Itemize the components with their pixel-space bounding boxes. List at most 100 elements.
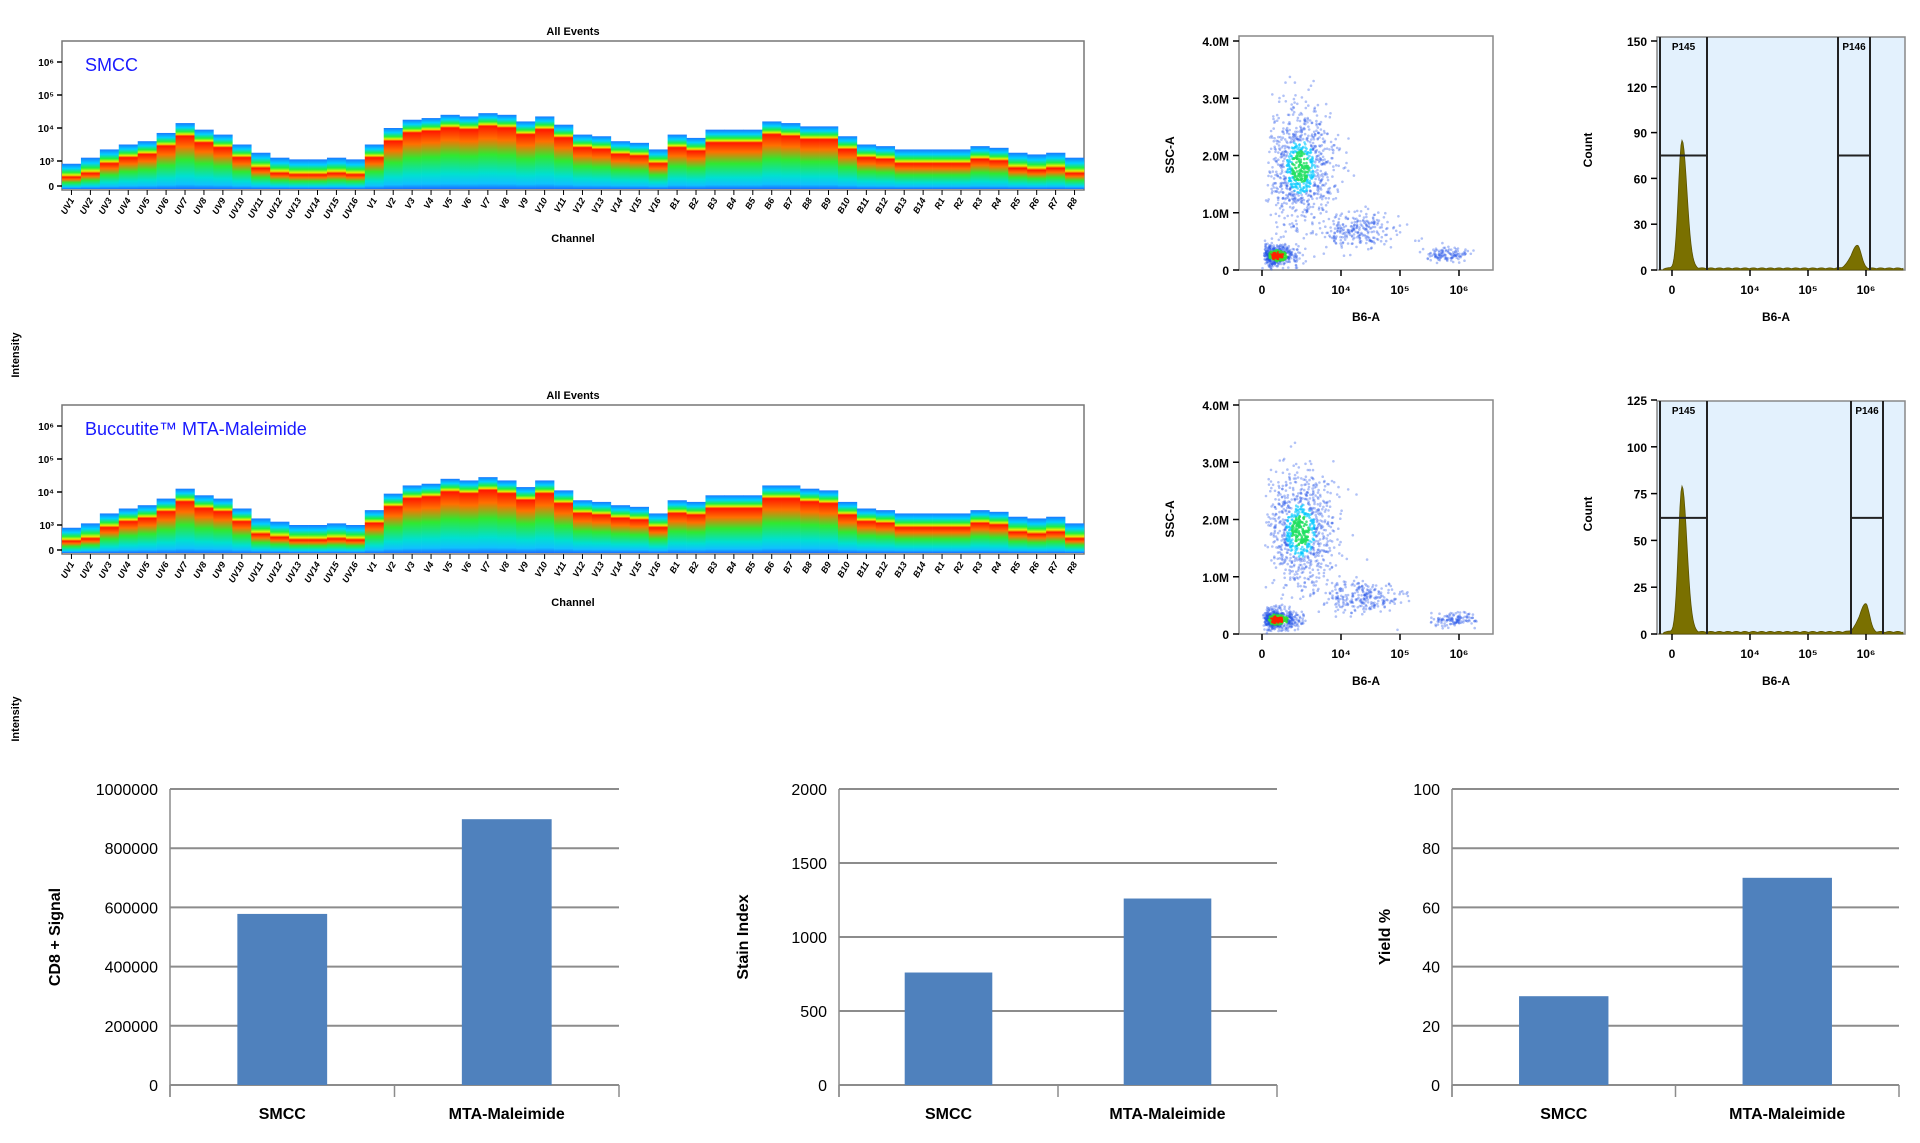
event-point — [1279, 248, 1282, 251]
event-point — [1463, 259, 1466, 263]
event-point — [1273, 190, 1277, 193]
event-point — [1293, 189, 1296, 193]
event-point — [1289, 251, 1292, 255]
event-point — [1314, 144, 1317, 148]
event-point — [1319, 495, 1322, 498]
event-point — [1274, 159, 1277, 162]
event-point — [1264, 246, 1268, 249]
event-point — [1325, 504, 1329, 508]
event-point — [1440, 255, 1444, 258]
y-tick-label: 80 — [1422, 841, 1440, 858]
channel-column-v2 — [383, 493, 403, 553]
event-point — [1270, 262, 1274, 266]
event-point — [1288, 260, 1292, 264]
event-point — [1326, 534, 1330, 537]
event-point — [1288, 254, 1291, 257]
event-point — [1295, 222, 1298, 226]
event-point — [1351, 216, 1355, 220]
event-point — [1295, 524, 1298, 528]
channel-column-uv9 — [213, 134, 233, 189]
channel-label: B5 — [743, 559, 758, 575]
event-point — [1348, 233, 1352, 237]
event-point — [1322, 574, 1326, 578]
event-point — [1324, 182, 1328, 185]
channel-label: UV4 — [116, 196, 133, 216]
event-point — [1266, 623, 1269, 626]
event-point — [1389, 584, 1393, 588]
event-point — [1352, 174, 1356, 177]
event-point — [1446, 259, 1449, 263]
event-point — [1279, 547, 1283, 551]
channel-label: UV3 — [97, 196, 114, 216]
event-point — [1306, 170, 1309, 174]
event-point — [1285, 196, 1288, 200]
event-point — [1271, 256, 1275, 259]
event-point — [1303, 120, 1307, 123]
event-point — [1272, 186, 1276, 189]
event-point — [1355, 220, 1359, 224]
event-point — [1294, 179, 1298, 183]
sample-label: SMCC — [85, 55, 138, 75]
event-point — [1290, 138, 1293, 141]
event-point — [1298, 175, 1302, 179]
event-point — [1440, 618, 1443, 622]
event-point — [1289, 616, 1292, 619]
event-point — [1338, 575, 1341, 578]
event-point — [1365, 604, 1368, 608]
event-point — [1288, 620, 1292, 623]
event-point — [1312, 146, 1316, 150]
event-point — [1316, 184, 1319, 188]
event-point — [1434, 254, 1437, 258]
channel-label: UV16 — [340, 195, 360, 220]
event-point — [1307, 542, 1311, 546]
event-point — [1263, 252, 1266, 255]
event-point — [1364, 236, 1368, 240]
event-point — [1296, 147, 1299, 150]
event-point — [1264, 494, 1268, 498]
event-point — [1456, 249, 1460, 253]
chart-title: All Events — [546, 26, 599, 38]
event-point — [1308, 575, 1312, 578]
event-point — [1441, 254, 1444, 258]
event-point — [1311, 468, 1315, 472]
event-point — [1306, 468, 1310, 472]
channel-label: V2 — [384, 196, 398, 211]
event-point — [1307, 485, 1311, 489]
event-point — [1299, 139, 1303, 142]
event-point — [1292, 206, 1295, 209]
event-point — [1268, 136, 1272, 139]
channel-label: UV7 — [172, 195, 190, 216]
event-point — [1270, 187, 1273, 191]
event-point — [1283, 499, 1286, 503]
event-point — [1263, 258, 1266, 261]
channel-column-v3 — [402, 485, 422, 553]
event-point — [1351, 592, 1355, 596]
event-point — [1346, 228, 1350, 232]
event-point — [1351, 605, 1354, 608]
event-point — [1303, 581, 1307, 584]
event-point — [1274, 523, 1277, 527]
event-point — [1433, 250, 1436, 254]
event-point — [1315, 520, 1319, 524]
event-point — [1267, 259, 1271, 262]
category-label: SMCC — [259, 1106, 307, 1123]
event-point — [1300, 483, 1303, 487]
event-point — [1384, 233, 1387, 237]
event-point — [1263, 252, 1266, 255]
event-point — [1283, 150, 1287, 153]
event-point — [1351, 229, 1354, 232]
event-point — [1315, 233, 1318, 236]
channel-label: R8 — [1065, 196, 1079, 211]
channel-column-uv2 — [80, 523, 101, 553]
event-point — [1265, 620, 1269, 623]
event-point — [1289, 615, 1292, 619]
event-point — [1340, 212, 1344, 215]
event-point — [1326, 132, 1329, 136]
event-point — [1355, 209, 1359, 213]
channel-column-uv8 — [194, 495, 214, 553]
event-point — [1341, 596, 1344, 599]
event-point — [1286, 141, 1289, 145]
event-point — [1284, 629, 1287, 632]
event-point — [1276, 246, 1279, 250]
event-point — [1282, 624, 1286, 628]
